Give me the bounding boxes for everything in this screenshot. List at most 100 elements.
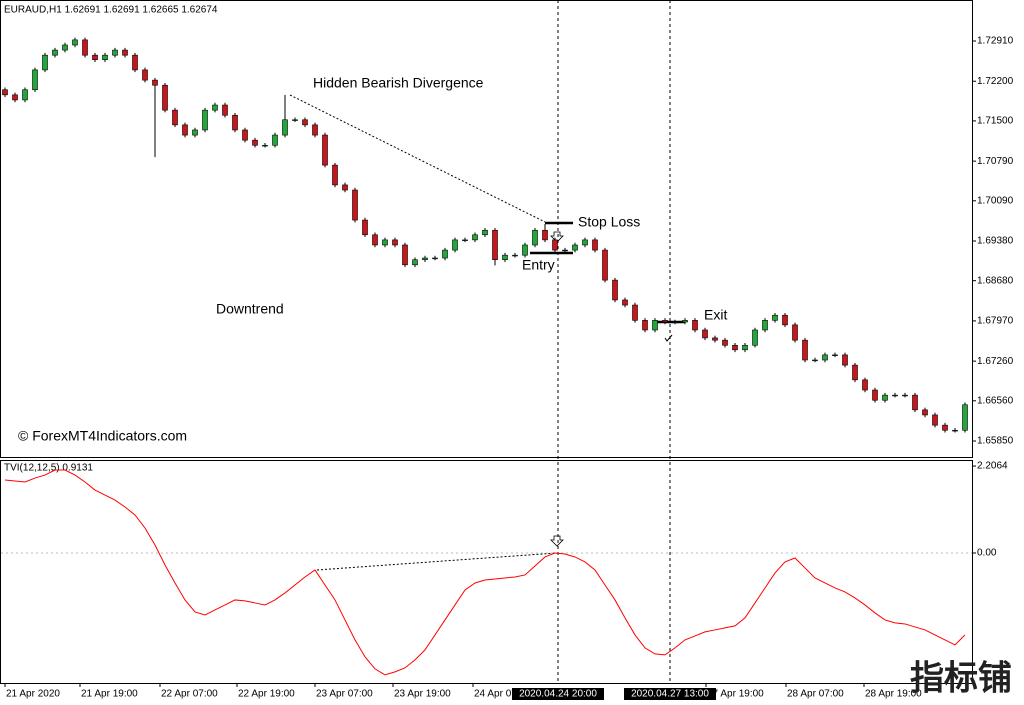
credit: © ForexMT4Indicators.com xyxy=(18,428,187,444)
candle-body xyxy=(112,49,118,56)
y-tick-label: 1.72200 xyxy=(977,76,1014,87)
candle-body xyxy=(152,79,158,86)
candle-body xyxy=(142,69,148,81)
candle-body xyxy=(622,299,628,306)
arrow-icon xyxy=(550,231,564,243)
candle-body xyxy=(672,321,678,324)
candle-body xyxy=(882,394,888,401)
candle-body xyxy=(472,234,478,241)
candle-body xyxy=(812,359,818,362)
candle-body xyxy=(382,239,388,246)
annotation: Hidden Bearish Divergence xyxy=(313,75,484,91)
x-tick-label: 28 Apr 07:00 xyxy=(787,689,844,700)
candle-body xyxy=(432,257,438,260)
x-tick-label: 21 Apr 19:00 xyxy=(81,689,138,700)
candle-body xyxy=(52,49,58,56)
candle-body xyxy=(372,234,378,246)
candle-body xyxy=(272,134,278,146)
candle-body xyxy=(572,244,578,251)
candle-body xyxy=(222,104,228,116)
candle-body xyxy=(352,189,358,221)
candle-body xyxy=(442,249,448,259)
candle-body xyxy=(692,320,698,331)
candle-body xyxy=(162,84,168,111)
candle-body xyxy=(792,324,798,341)
divergence-line xyxy=(289,94,546,223)
candle-body xyxy=(42,54,48,71)
candle-body xyxy=(332,164,338,186)
y-tick-label: 1.65850 xyxy=(977,436,1014,447)
candle-body xyxy=(2,89,8,96)
candle-body xyxy=(642,320,648,331)
candle-body xyxy=(702,329,708,339)
candle-body xyxy=(232,114,238,131)
y-tick-label: 1.69380 xyxy=(977,236,1014,247)
watermark: 指标铺 xyxy=(910,659,1012,699)
candle-body xyxy=(512,254,518,257)
cursor-label-box xyxy=(512,688,604,700)
candle-body xyxy=(132,54,138,71)
y-tick-label: 1.70090 xyxy=(977,195,1014,206)
candle-body xyxy=(292,119,298,121)
candle-body xyxy=(422,257,428,261)
candle-body xyxy=(962,404,968,431)
candle-body xyxy=(502,254,508,261)
candle-body xyxy=(872,389,878,401)
y-tick-label: 1.67260 xyxy=(977,356,1014,367)
candle-body xyxy=(252,139,258,146)
candle-body xyxy=(452,239,458,251)
candle-body xyxy=(582,239,588,246)
annotation: Entry xyxy=(522,257,555,273)
indicator-panel xyxy=(0,460,973,684)
candle-body xyxy=(532,229,538,246)
candle-body xyxy=(202,109,208,131)
candle-body xyxy=(892,394,898,397)
cursor-label: 2020.04.27 13:00 xyxy=(631,689,709,700)
y-tick-label: 1.66560 xyxy=(977,395,1014,406)
cursor-label: 2020.04.24 20:00 xyxy=(519,689,597,700)
candle-body xyxy=(392,239,398,246)
candle-body xyxy=(182,124,188,136)
candle-body xyxy=(172,109,178,126)
annotation: Downtrend xyxy=(216,301,284,317)
indicator-line xyxy=(4,469,966,676)
candle-body xyxy=(522,244,528,256)
candle-body xyxy=(12,94,18,101)
candle-body xyxy=(952,429,958,432)
candle-body xyxy=(562,249,568,252)
candle-body xyxy=(822,354,828,361)
candle-body xyxy=(542,229,548,241)
candle-body xyxy=(402,244,408,266)
candle-body xyxy=(912,394,918,411)
candle-body xyxy=(62,44,68,51)
indicator-title: TVI(12,12,5) 0.9131 xyxy=(4,463,93,474)
candle-body xyxy=(242,129,248,141)
cursor-label-box xyxy=(624,688,716,700)
candle-body xyxy=(772,314,778,321)
x-tick-label: 28 Apr 19:00 xyxy=(865,689,922,700)
candle-body xyxy=(262,144,268,147)
candle-body xyxy=(492,229,498,261)
indicator-divergence-line xyxy=(316,552,557,571)
x-tick-label: 22 Apr 07:00 xyxy=(161,689,218,700)
main-panel xyxy=(0,0,973,458)
candle-body xyxy=(212,104,218,111)
candle-body xyxy=(312,124,318,136)
x-tick-label: 21 Apr 2020 xyxy=(6,689,60,700)
y-tick-label: 2.2064 xyxy=(977,461,1008,472)
candle-body xyxy=(482,229,488,236)
candle-body xyxy=(802,339,808,361)
candle-body xyxy=(72,39,78,46)
y-tick-label: 1.71500 xyxy=(977,116,1014,127)
candle-body xyxy=(742,344,748,351)
candle-body xyxy=(762,320,768,331)
candle-body xyxy=(362,219,368,236)
candle-body xyxy=(942,424,948,431)
candle-body xyxy=(102,54,108,61)
x-tick-label: 23 Apr 07:00 xyxy=(316,689,373,700)
y-tick-label: 0.00 xyxy=(977,548,997,559)
x-tick-label: 27 Apr 19:00 xyxy=(707,689,764,700)
arrow-icon xyxy=(550,535,564,547)
x-tick-label: 22 Apr 19:00 xyxy=(238,689,295,700)
